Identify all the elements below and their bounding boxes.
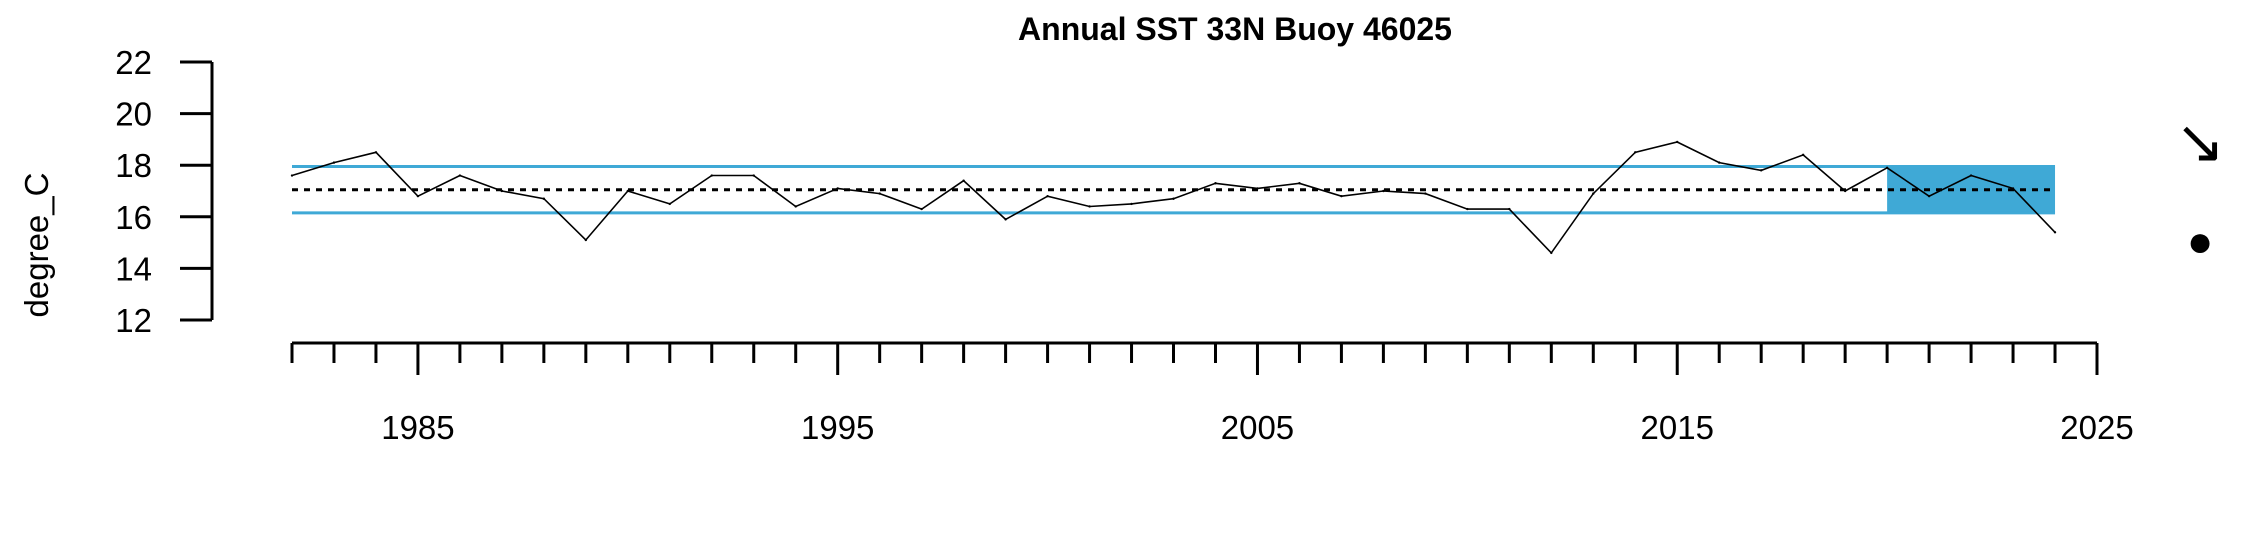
data-point (1172, 197, 1175, 200)
data-point (542, 197, 546, 200)
data-point (1298, 182, 1301, 185)
reference-lines (292, 164, 2056, 215)
y-tick-label: 22 (115, 44, 152, 81)
data-point (710, 174, 713, 177)
data-point (1676, 140, 1679, 144)
data-point (752, 174, 755, 177)
data-point (2011, 187, 2015, 190)
data-point (1592, 192, 1595, 195)
x-tick-label: 1985 (381, 409, 454, 446)
series-line (291, 141, 2056, 255)
data-point (962, 179, 965, 182)
data-point (1759, 169, 1763, 172)
x-tick-label: 2015 (1641, 409, 1714, 446)
data-point (1634, 151, 1637, 154)
data-point (500, 189, 504, 193)
data-point (1466, 207, 1469, 211)
data-point (1130, 202, 1133, 206)
y-tick-label: 12 (115, 302, 152, 339)
trend-arrow-icon: ↘ (2175, 108, 2225, 175)
data-point (584, 238, 588, 242)
x-tick-label: 2005 (1221, 409, 1294, 446)
data-point (1801, 153, 1805, 157)
data-point (1004, 218, 1007, 221)
y-axis-label: degree_C (18, 173, 55, 318)
data-point (1927, 194, 1931, 198)
x-tick-label: 1995 (801, 409, 874, 446)
data-point (1885, 166, 1889, 169)
data-point (794, 205, 797, 208)
data-point (1214, 182, 1217, 185)
data-point (1340, 194, 1343, 198)
status-dot-icon: ● (2187, 217, 2214, 266)
data-point (290, 174, 294, 177)
series-layer (290, 140, 2057, 255)
y-tick-label: 20 (115, 96, 152, 133)
data-point (626, 189, 630, 193)
data-point (1969, 174, 1973, 177)
data-point (1508, 207, 1511, 211)
data-point (2053, 231, 2057, 234)
data-point (458, 174, 462, 177)
data-point (1718, 161, 1721, 164)
data-point (1424, 192, 1427, 195)
data-point (416, 194, 420, 198)
data-point (374, 151, 378, 154)
data-point (332, 161, 336, 164)
data-point (1843, 189, 1847, 193)
y-tick-label: 18 (115, 147, 152, 184)
y-tick-label: 14 (115, 250, 152, 287)
data-point (920, 207, 923, 211)
y-axis: 12 14 16 18 20 22 (115, 44, 214, 339)
data-point (1046, 194, 1049, 198)
x-axis: 1985 1995 2005 2015 2025 (290, 341, 2134, 446)
data-point (668, 202, 671, 206)
data-point (1382, 189, 1385, 193)
data-point (1550, 251, 1553, 255)
data-point (1256, 187, 1259, 190)
x-tick-label: 2025 (2060, 409, 2133, 446)
data-point (836, 187, 839, 190)
data-point (878, 192, 881, 195)
data-point (1088, 205, 1091, 208)
y-tick-label: 16 (115, 199, 152, 236)
chart-title: Annual SST 33N Buoy 46025 (1018, 11, 1452, 47)
